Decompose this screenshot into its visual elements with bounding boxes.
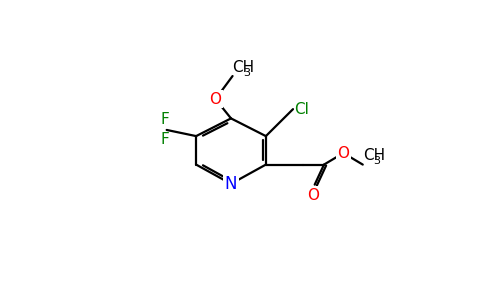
Text: Cl: Cl [295,102,309,117]
Text: 3: 3 [374,156,380,166]
Text: F: F [161,112,169,128]
Text: N: N [225,175,237,193]
Text: 3: 3 [243,68,250,78]
Text: O: O [307,188,319,203]
Text: F: F [161,133,169,148]
Text: O: O [210,92,222,106]
Text: CH: CH [232,59,255,74]
Text: O: O [337,146,349,160]
Text: CH: CH [363,148,385,163]
